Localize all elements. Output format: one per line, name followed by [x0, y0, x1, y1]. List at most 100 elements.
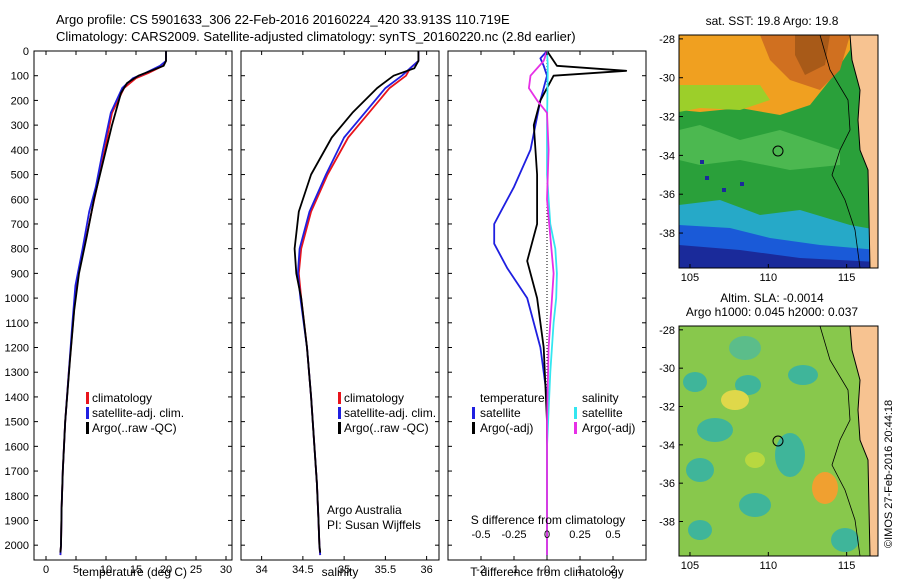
- salinity-axis-label: salinity: [322, 565, 359, 579]
- salinity-panel-frame: [240, 50, 440, 561]
- x-tick-label: 1: [577, 564, 583, 576]
- map-lon-label: 110: [760, 272, 778, 284]
- legend-label-s-argo: Argo(-adj): [582, 421, 635, 435]
- series-line-argo-adj: [526, 51, 628, 556]
- legend-swatch-climatology: [338, 392, 341, 404]
- x-tick-label: 15: [130, 564, 142, 576]
- sla-map-frame: [678, 325, 879, 557]
- x-tick-label: 25: [190, 564, 202, 576]
- map-lat-label: -34: [659, 440, 675, 452]
- map-lat-label: -32: [659, 402, 675, 414]
- sst-coldest-region: [679, 245, 878, 268]
- legend-label-t-satellite: satellite: [480, 406, 521, 420]
- sla-eddy: [788, 365, 818, 385]
- sla-land: [850, 326, 878, 556]
- series-line-argo-raw-qc: [293, 51, 420, 553]
- temperature-legend: climatology satellite-adj. clim. Argo(..…: [86, 391, 184, 435]
- imos-footer: ©IMOS 27-Feb-2016 20:44:18: [883, 400, 895, 548]
- depth-tick-label: 0: [23, 46, 29, 58]
- sla-eddy: [688, 520, 712, 540]
- legend-swatch-argo: [86, 422, 89, 434]
- s-difference-tick-label: -0.5: [472, 529, 491, 541]
- sst-cold-patch: [722, 188, 726, 192]
- sla-eddy: [735, 375, 761, 395]
- sla-eddy: [739, 493, 771, 517]
- map-lon-label: 110: [760, 560, 778, 572]
- x-tick-label: 0: [43, 564, 49, 576]
- x-tick-label: -2: [476, 564, 486, 576]
- legend-label-satellite: satellite-adj. clim.: [92, 406, 184, 420]
- x-tick-label: 10: [100, 564, 112, 576]
- temperature-legend-title: temperature: [480, 391, 545, 405]
- legend-swatch-t-argo: [472, 422, 475, 434]
- sst-argo-location-marker: [772, 145, 784, 157]
- map-lat-label: -30: [659, 73, 675, 85]
- map-lat-label: -28: [659, 325, 675, 337]
- salinity-x-axis: 34 34.5 35 35.5 36: [256, 51, 433, 576]
- sst-hottest-region: [795, 35, 830, 75]
- sst-map-title: sat. SST: 19.8 Argo: 19.8: [706, 14, 839, 28]
- legend-label-climatology: climatology: [344, 391, 404, 405]
- depth-tick-label: 1600: [5, 441, 29, 453]
- difference-legend: temperature satellite Argo(-adj) salinit…: [472, 391, 635, 435]
- depth-tick-label: 700: [11, 219, 29, 231]
- sst-land: [850, 35, 878, 268]
- depth-tick-label: 200: [11, 95, 29, 107]
- legend-swatch-s-satellite: [574, 407, 577, 419]
- legend-swatch-s-argo: [574, 422, 577, 434]
- depth-tick-label: 100: [11, 71, 29, 83]
- map-lat-label: -28: [659, 34, 675, 46]
- salinity-legend: climatology satellite-adj. clim. Argo(..…: [338, 391, 436, 435]
- s-difference-axis-label: S difference from climatology: [471, 513, 626, 527]
- depth-axis: 0 100 200 300 400 500 600 700 800 900 1000 1100 1200…: [5, 46, 646, 552]
- map-lat-label: -38: [659, 228, 675, 240]
- legend-label-s-satellite: satellite: [582, 406, 623, 420]
- temperature-profiles: [59, 51, 167, 556]
- legend-label-argo: Argo(..raw -QC): [92, 421, 177, 435]
- depth-tick-label: 1000: [5, 293, 29, 305]
- depth-tick-label: 1100: [5, 318, 29, 330]
- depth-tick-label: 800: [11, 244, 29, 256]
- map-lon-label: 105: [681, 560, 699, 572]
- legend-swatch-satellite: [338, 407, 341, 419]
- temperature-panel-frame: [33, 50, 233, 561]
- x-tick-label: 35.5: [375, 564, 396, 576]
- map-lon-label: 115: [838, 560, 856, 572]
- depth-tick-label: 1800: [5, 491, 29, 503]
- legend-label-t-argo: Argo(-adj): [480, 421, 533, 435]
- map-lat-label: -30: [659, 363, 675, 375]
- x-tick-label: 35: [338, 564, 350, 576]
- sst-cold-patch: [705, 176, 709, 180]
- map-lat-label: -36: [659, 189, 675, 201]
- series-line-argo-raw-qc: [59, 51, 167, 553]
- sla-map: [678, 325, 879, 557]
- credit-line-2: PI: Susan Wijffels: [327, 518, 421, 532]
- title-line-1: Argo profile: CS 5901633_306 22-Feb-2016…: [56, 12, 510, 27]
- depth-tick-label: 500: [11, 170, 29, 182]
- credit-line-1: Argo Australia: [327, 503, 402, 517]
- legend-label-argo: Argo(..raw -QC): [344, 421, 429, 435]
- sla-depth-contour: [819, 325, 861, 557]
- depth-tick-label: 300: [11, 120, 29, 132]
- salinity-profiles: [293, 51, 420, 556]
- sla-eddy: [686, 458, 714, 482]
- map-lat-label: -32: [659, 112, 675, 124]
- temperature-axis-label: temperature (deg C): [79, 565, 187, 579]
- x-tick-label: 5: [73, 564, 79, 576]
- series-line-satellite: [493, 51, 548, 556]
- x-tick-label: 34.5: [292, 564, 313, 576]
- depth-tick-label: 900: [11, 268, 29, 280]
- series-line-climatology: [59, 51, 167, 556]
- sst-map: [678, 34, 879, 269]
- legend-label-climatology: climatology: [92, 391, 152, 405]
- legend-label-satellite: satellite-adj. clim.: [344, 406, 436, 420]
- depth-tick-label: 1200: [5, 343, 29, 355]
- sla-eddy: [697, 418, 733, 442]
- s-difference-tick-label: 0.25: [569, 529, 590, 541]
- sst-coastline: [849, 34, 871, 269]
- salinity-legend-title: salinity: [582, 391, 619, 405]
- sst-green-band: [679, 125, 840, 170]
- sst-map-frame: [678, 34, 879, 269]
- map-lon-label: 115: [838, 272, 856, 284]
- depth-tick-label: 400: [11, 145, 29, 157]
